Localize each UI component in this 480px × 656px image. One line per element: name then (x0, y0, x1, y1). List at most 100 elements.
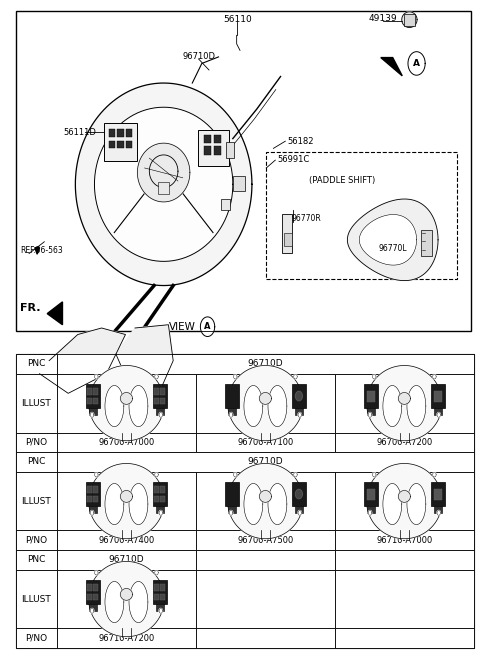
Bar (196, 531, 335, 550)
Bar (16, 374, 57, 432)
Polygon shape (234, 375, 237, 379)
Bar (225, 384, 239, 408)
Text: ILLUST: ILLUST (22, 399, 51, 407)
Text: 96700-A7000: 96700-A7000 (98, 438, 155, 447)
Bar (16, 550, 57, 569)
Bar (93, 594, 97, 600)
Polygon shape (407, 386, 426, 426)
Polygon shape (137, 143, 190, 202)
Polygon shape (89, 464, 164, 539)
Bar (126, 129, 132, 136)
Polygon shape (120, 588, 132, 600)
Bar (87, 496, 92, 502)
Bar (196, 432, 335, 452)
Bar (214, 146, 221, 155)
Bar (204, 134, 211, 143)
Bar (434, 408, 442, 415)
Text: 96710-A7000: 96710-A7000 (376, 536, 432, 544)
Polygon shape (129, 581, 148, 623)
Bar (433, 489, 442, 500)
Bar (196, 569, 335, 628)
Bar (404, 14, 415, 26)
Polygon shape (348, 199, 438, 281)
Polygon shape (367, 464, 442, 539)
Polygon shape (259, 392, 271, 404)
Polygon shape (95, 570, 98, 575)
Bar (156, 408, 164, 415)
Polygon shape (432, 375, 436, 379)
Polygon shape (116, 325, 173, 394)
Text: 96710-A7200: 96710-A7200 (98, 634, 155, 643)
Bar (291, 384, 306, 408)
Bar (93, 584, 97, 591)
Bar (57, 531, 196, 550)
Bar (16, 452, 57, 472)
Polygon shape (383, 483, 402, 525)
Bar (367, 392, 375, 402)
Bar (160, 594, 165, 600)
Bar (284, 234, 291, 247)
Text: 49139: 49139 (369, 14, 397, 23)
Polygon shape (95, 375, 98, 379)
Text: 96710D: 96710D (248, 359, 283, 369)
Polygon shape (402, 12, 417, 28)
Bar (221, 199, 230, 211)
Bar (93, 398, 97, 404)
Polygon shape (437, 510, 441, 515)
Polygon shape (383, 386, 402, 426)
Polygon shape (398, 491, 410, 502)
Polygon shape (368, 413, 372, 417)
Text: (PADDLE SHIFT): (PADDLE SHIFT) (309, 176, 375, 185)
Text: PNC: PNC (27, 457, 46, 466)
Polygon shape (407, 483, 426, 525)
Text: 96710D: 96710D (108, 556, 144, 564)
Polygon shape (149, 155, 178, 188)
Bar (117, 140, 123, 148)
Bar (295, 506, 303, 513)
Text: 56111D: 56111D (63, 127, 96, 136)
Bar (433, 392, 442, 402)
Polygon shape (120, 392, 132, 404)
Text: 96770L: 96770L (378, 245, 407, 253)
Bar (155, 496, 158, 502)
Bar (85, 482, 100, 506)
Bar (367, 506, 375, 513)
Bar (226, 142, 234, 158)
Polygon shape (129, 483, 148, 525)
Polygon shape (155, 472, 158, 477)
Bar (367, 489, 375, 500)
Text: 56110: 56110 (223, 15, 252, 24)
Polygon shape (89, 365, 164, 441)
Bar (109, 140, 115, 148)
Polygon shape (368, 510, 372, 515)
Polygon shape (296, 489, 302, 499)
Text: 96710D: 96710D (248, 457, 283, 466)
Bar (57, 628, 196, 648)
Bar (228, 506, 236, 513)
Text: P/NO: P/NO (25, 536, 48, 544)
Polygon shape (234, 472, 237, 477)
Bar (335, 628, 474, 648)
Bar (160, 388, 165, 395)
Polygon shape (159, 510, 163, 515)
Bar (89, 408, 97, 415)
Text: 56182: 56182 (288, 136, 314, 146)
Bar (57, 550, 196, 569)
Polygon shape (229, 413, 233, 417)
Bar (87, 594, 92, 600)
Bar (89, 604, 97, 611)
Polygon shape (408, 52, 425, 75)
Polygon shape (120, 491, 132, 502)
Bar (295, 408, 303, 415)
Bar (196, 374, 335, 432)
Polygon shape (159, 413, 163, 417)
Bar (160, 486, 165, 493)
Polygon shape (129, 386, 148, 426)
Text: 96700-A7200: 96700-A7200 (376, 438, 432, 447)
Text: ILLUST: ILLUST (22, 594, 51, 604)
Bar (156, 506, 164, 513)
Text: 96700-A7500: 96700-A7500 (237, 536, 293, 544)
Polygon shape (155, 375, 158, 379)
Text: ILLUST: ILLUST (22, 497, 51, 506)
Text: PNC: PNC (27, 556, 46, 564)
